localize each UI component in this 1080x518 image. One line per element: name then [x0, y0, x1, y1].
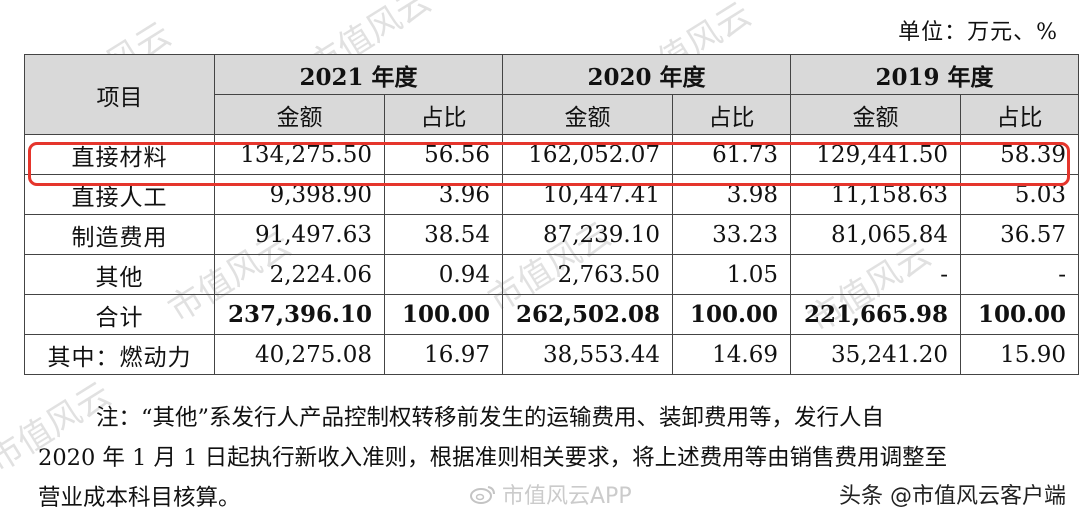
cell-pct: 100.00	[384, 294, 503, 335]
app-watermark-text: 市值风云APP	[502, 484, 632, 509]
row-label: 其中：燃动力	[24, 334, 215, 375]
table-row: 直接材料 134,275.50 56.56 162,052.07 61.73 1…	[24, 134, 1079, 175]
footnote-line: 注：“其他”系发行人产品控制权转移前发生的运输费用、装卸费用等，发行人自	[96, 405, 885, 431]
header-amount: 金额	[214, 94, 385, 135]
row-label: 直接材料	[24, 134, 215, 175]
header-row-subcols: 金额 占比 金额 占比 金额 占比	[25, 94, 1079, 135]
cell-pct: 1.05	[672, 254, 791, 295]
cell-pct: 33.23	[672, 214, 791, 255]
cell-amount: 221,665.98	[790, 294, 961, 335]
header-amount: 金额	[790, 94, 961, 135]
cell-pct: 61.73	[672, 134, 791, 175]
cell-amount: 35,241.20	[790, 334, 961, 375]
cell-pct: 15.90	[960, 334, 1079, 375]
header-pct: 占比	[672, 94, 791, 135]
weibo-icon	[470, 484, 496, 504]
app-watermark: 市值风云APP	[470, 478, 632, 510]
cell-amount: 38,553.44	[502, 334, 673, 375]
footnote-line: 营业成本科目核算。	[38, 485, 241, 511]
source-credit: 头条 @市值风云客户端	[839, 484, 1066, 509]
footnote-line: 2020 年 1 月 1 日起执行新收入准则，根据准则相关要求，将上述费用等由销…	[38, 445, 948, 471]
cell-pct: 38.54	[384, 214, 503, 255]
cell-pct: 14.69	[672, 334, 791, 375]
cost-table: 项目 2021 年度 2020 年度 2019 年度 金额 占比 金额 占比 金…	[24, 54, 1079, 375]
header-year-2021: 2021 年度	[214, 54, 503, 95]
cell-amount: 40,275.08	[214, 334, 385, 375]
cell-amount: 91,497.63	[214, 214, 385, 255]
row-label: 直接人工	[24, 174, 215, 215]
cell-amount: 11,158.63	[790, 174, 961, 215]
cell-amount: 9,398.90	[214, 174, 385, 215]
cell-amount: 2,763.50	[502, 254, 673, 295]
table-row: 直接人工 9,398.90 3.96 10,447.41 3.98 11,158…	[24, 174, 1079, 215]
row-label: 合计	[24, 294, 215, 335]
header-row-years: 项目 2021 年度 2020 年度 2019 年度	[24, 54, 1079, 135]
cell-pct: 3.96	[384, 174, 503, 215]
cell-amount: 262,502.08	[502, 294, 673, 335]
header-pct: 占比	[384, 94, 503, 135]
table-row: 制造费用 91,497.63 38.54 87,239.10 33.23 81,…	[24, 214, 1079, 255]
cell-amount: 2,224.06	[214, 254, 385, 295]
header-item: 项目	[24, 54, 215, 135]
table-row-total: 合计 237,396.10 100.00 262,502.08 100.00 2…	[24, 294, 1079, 335]
cell-amount: -	[790, 254, 961, 295]
cell-pct: 0.94	[384, 254, 503, 295]
row-label: 其他	[24, 254, 215, 295]
cell-amount: 129,441.50	[790, 134, 961, 175]
cell-pct: 58.39	[960, 134, 1079, 175]
cell-amount: 134,275.50	[214, 134, 385, 175]
cell-amount: 87,239.10	[502, 214, 673, 255]
header-pct: 占比	[960, 94, 1079, 135]
cell-pct: 56.56	[384, 134, 503, 175]
cell-pct: 5.03	[960, 174, 1079, 215]
cell-pct: 100.00	[672, 294, 791, 335]
table-row: 其他 2,224.06 0.94 2,763.50 1.05 - -	[24, 254, 1079, 295]
unit-label: 单位：万元、%	[898, 20, 1058, 45]
cell-amount: 237,396.10	[214, 294, 385, 335]
header-year-2020: 2020 年度	[502, 54, 791, 95]
cell-pct: 16.97	[384, 334, 503, 375]
cell-amount: 162,052.07	[502, 134, 673, 175]
cell-pct: -	[960, 254, 1079, 295]
cell-amount: 10,447.41	[502, 174, 673, 215]
cell-amount: 81,065.84	[790, 214, 961, 255]
header-year-2019: 2019 年度	[790, 54, 1079, 95]
cell-pct: 36.57	[960, 214, 1079, 255]
footnote: 注：“其他”系发行人产品控制权转移前发生的运输费用、装卸费用等，发行人自 202…	[38, 398, 1068, 518]
cell-pct: 100.00	[960, 294, 1079, 335]
table-row: 其中：燃动力 40,275.08 16.97 38,553.44 14.69 3…	[24, 334, 1079, 375]
cell-pct: 3.98	[672, 174, 791, 215]
header-amount: 金额	[502, 94, 673, 135]
row-label: 制造费用	[24, 214, 215, 255]
